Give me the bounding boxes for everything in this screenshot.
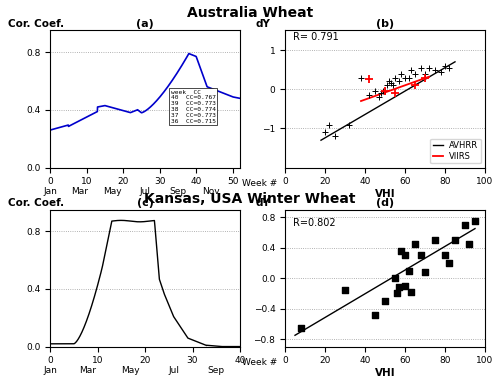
Point (397, 70, 405, 77)
Point (365, 77, 373, 83)
Point (417, 65, 425, 71)
Point (431, 237, 439, 243)
Point (405, 267, 413, 274)
Point (471, 218, 479, 224)
Text: dY: dY (255, 198, 270, 208)
Point (391, 90, 399, 96)
Point (445, 65, 453, 71)
Point (407, 289, 415, 295)
Point (395, 78, 403, 85)
Text: dY: dY (255, 19, 270, 29)
Point (387, 80, 395, 86)
X-axis label: VHI: VHI (374, 189, 396, 199)
Point (437, 69, 445, 75)
Point (441, 252, 449, 258)
Point (421, 70, 429, 77)
Text: May: May (122, 366, 140, 375)
Text: (a): (a) (136, 19, 154, 29)
Point (375, 94, 383, 100)
Point (321, 129, 329, 135)
Point (405, 74, 413, 80)
Point (441, 63, 449, 69)
Point (371, 312, 379, 318)
Text: May: May (103, 187, 122, 196)
Point (445, 260, 453, 266)
Point (381, 88, 389, 94)
Point (393, 290, 401, 296)
Point (417, 252, 425, 258)
Point (421, 269, 429, 275)
Text: Cor. Coef.: Cor. Coef. (8, 198, 64, 208)
Point (379, 88, 387, 94)
Text: Mar: Mar (80, 366, 96, 375)
Text: Jul: Jul (140, 187, 150, 196)
Point (407, 67, 415, 73)
Point (357, 74, 365, 80)
Point (297, 325, 305, 331)
Point (391, 275, 399, 281)
Text: Week #: Week # (242, 179, 277, 187)
Point (461, 222, 469, 228)
Point (325, 122, 333, 128)
Text: (b): (b) (376, 19, 394, 29)
Point (411, 82, 419, 88)
Point (395, 284, 403, 290)
Point (391, 74, 399, 80)
Point (431, 67, 439, 73)
Point (451, 237, 459, 243)
Point (383, 82, 391, 88)
Text: Kansas, USA Winter Wheat: Kansas, USA Winter Wheat (144, 192, 356, 207)
Text: Week #: Week # (242, 358, 277, 367)
Point (397, 248, 405, 255)
Text: Jul: Jul (168, 366, 179, 375)
Text: (d): (d) (376, 198, 394, 208)
Point (465, 241, 473, 247)
Point (385, 78, 393, 85)
Text: Jan: Jan (43, 187, 57, 196)
Point (377, 90, 385, 96)
Text: week  CC
40  CC=0.767
39  CC=0.773
38  CC=0.774
37  CC=0.773
36  CC=0.715: week CC 40 CC=0.767 39 CC=0.773 38 CC=0.… (170, 90, 216, 124)
Text: Nov: Nov (202, 187, 220, 196)
Point (401, 74, 409, 80)
Text: Sep: Sep (170, 187, 186, 196)
Point (411, 70, 419, 77)
Text: (c): (c) (136, 198, 154, 208)
Point (345, 122, 353, 128)
Text: Cor. Coef.: Cor. Coef. (8, 19, 64, 29)
Text: R= 0.791: R= 0.791 (293, 32, 339, 42)
Point (371, 88, 379, 94)
Point (401, 283, 409, 289)
Legend: AVHRR, VIIRS: AVHRR, VIIRS (430, 139, 481, 163)
Point (365, 92, 373, 98)
Point (411, 241, 419, 247)
Text: R=0.802: R=0.802 (293, 218, 336, 228)
Point (389, 82, 397, 88)
Point (381, 88, 389, 94)
X-axis label: VHI: VHI (374, 368, 396, 378)
Point (401, 252, 409, 258)
Point (381, 298, 389, 304)
Text: Jan: Jan (43, 366, 57, 375)
Text: Australia Wheat: Australia Wheat (187, 6, 313, 20)
Point (341, 287, 349, 293)
Text: Sep: Sep (208, 366, 225, 375)
Point (331, 133, 339, 139)
Point (425, 65, 433, 71)
Point (421, 74, 429, 80)
Text: Mar: Mar (70, 187, 88, 196)
